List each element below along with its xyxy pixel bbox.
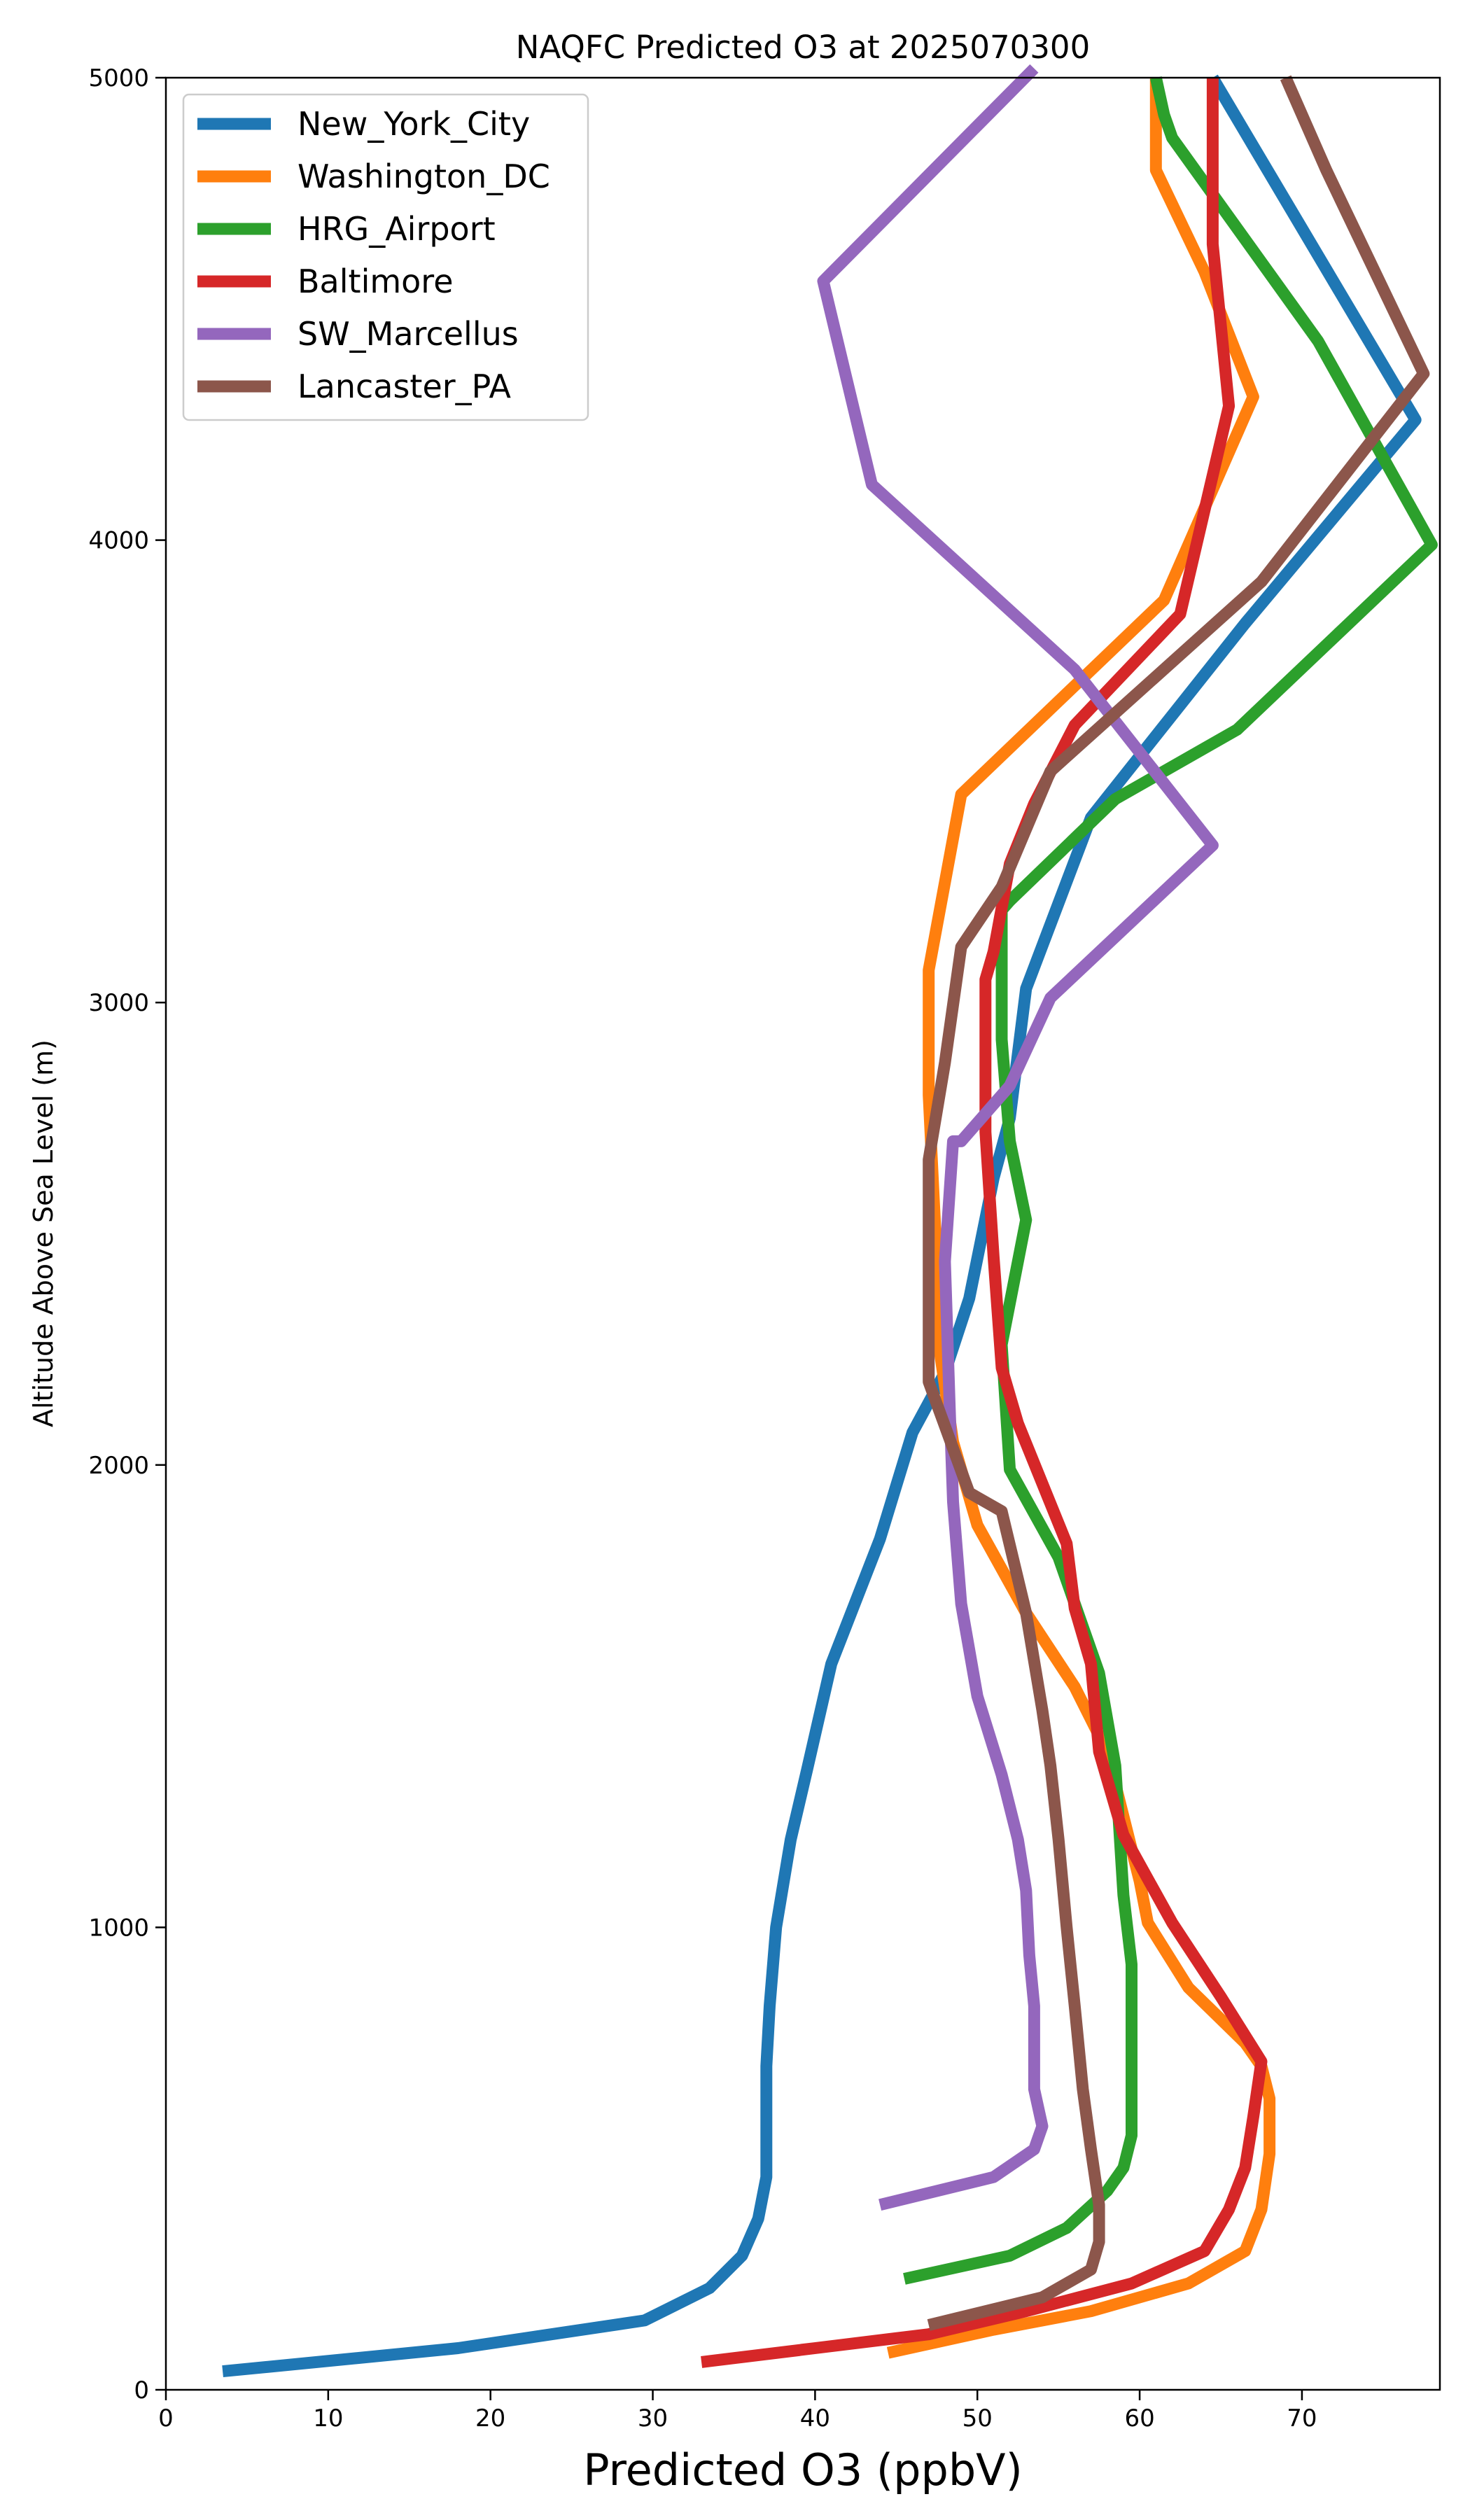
- legend: New_York_City Washington_DC HRG_Airport Bal…: [182, 93, 589, 421]
- x-tick-label: 30: [638, 2404, 668, 2432]
- x-tick-label: 60: [1124, 2404, 1154, 2432]
- series-line-new-york-city: [222, 74, 1422, 2378]
- legend-label: New_York_City: [298, 105, 530, 143]
- series-line-sw-marcellus: [817, 64, 1219, 2211]
- y-tick-label: 1000: [88, 1914, 149, 1942]
- series-line-hrg-airport: [903, 76, 1438, 2285]
- series-layer: [222, 64, 1438, 2378]
- x-axis-label: Predicted O3 (ppbV): [583, 2444, 1023, 2496]
- y-tick-label: 2000: [88, 1452, 149, 1480]
- y-tick-label: 5000: [88, 64, 149, 92]
- x-tick-label: 50: [962, 2404, 993, 2432]
- x-tick-label: 10: [313, 2404, 343, 2432]
- y-tick-label: 0: [134, 2376, 149, 2404]
- x-tick-label: 20: [475, 2404, 505, 2432]
- y-axis-label: Altitude Above Sea Level (m): [28, 1040, 59, 1427]
- x-tick-label: 70: [1287, 2404, 1317, 2432]
- x-axis-ticks: 0 10 20 30 40 50 60 70: [158, 2390, 1317, 2432]
- legend-label: Baltimore: [298, 262, 454, 300]
- y-axis-ticks: 0 1000 2000 3000 4000 5000: [88, 64, 166, 2404]
- legend-label: Washington_DC: [298, 158, 550, 195]
- x-tick-label: 0: [158, 2404, 174, 2432]
- legend-items: New_York_City Washington_DC HRG_Airport Bal…: [197, 105, 550, 405]
- legend-label: Lancaster_PA: [298, 368, 511, 405]
- x-tick-label: 40: [800, 2404, 830, 2432]
- plot-frame: [164, 76, 1441, 2391]
- chart-title: NAQFC Predicted O3 at 2025070300: [516, 29, 1090, 66]
- y-tick-label: 3000: [88, 989, 149, 1017]
- y-tick-label: 4000: [88, 527, 149, 555]
- series-line-lancaster-pa: [923, 75, 1430, 2331]
- legend-label: SW_Marcellus: [298, 315, 519, 353]
- legend-label: HRG_Airport: [298, 210, 496, 248]
- series-line-baltimore: [701, 78, 1268, 2368]
- legend-box: [182, 93, 589, 421]
